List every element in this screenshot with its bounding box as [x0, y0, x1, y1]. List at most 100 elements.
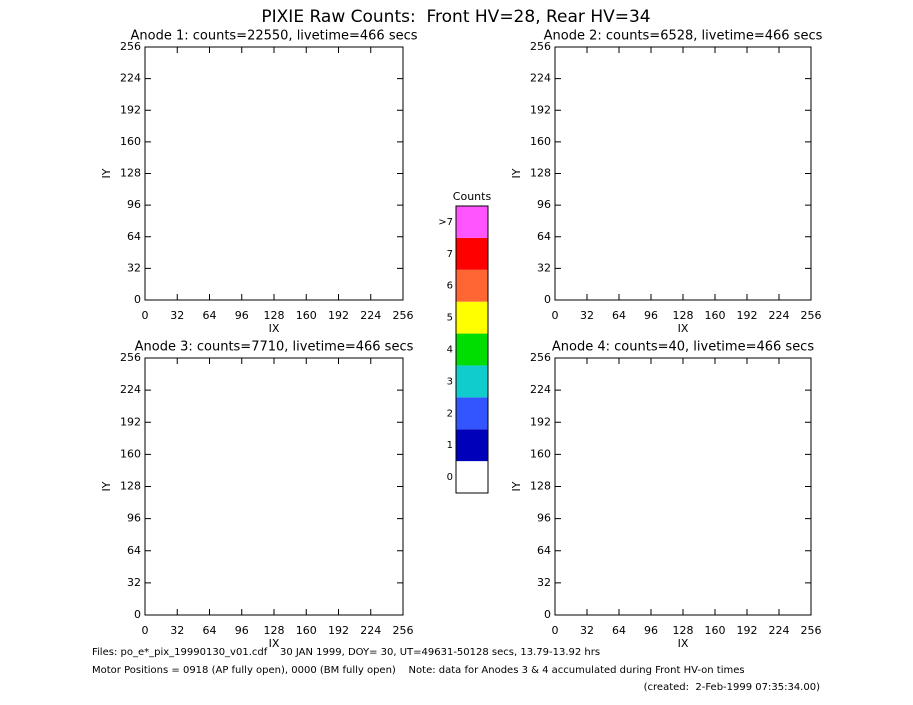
y-tick-label: 32 [127, 261, 141, 274]
panel-title: Anode 4: counts=40, livetime=466 secs [552, 340, 814, 355]
y-tick-label: 128 [120, 167, 141, 180]
colorbar-title: Counts [453, 190, 492, 203]
y-tick-label: 0 [134, 293, 141, 306]
y-tick-label: 256 [530, 351, 551, 364]
x-tick-label: 64 [203, 309, 217, 322]
colorbar-swatch [456, 269, 488, 302]
y-tick-label: 64 [537, 544, 551, 557]
x-tick-label: 192 [328, 624, 349, 637]
plot-frame [144, 46, 404, 301]
x-tick-label: 32 [170, 624, 184, 637]
x-tick-label: 96 [235, 624, 249, 637]
x-tick-label: 224 [360, 309, 381, 322]
x-tick-label: 224 [360, 624, 381, 637]
x-tick-label: 32 [580, 309, 594, 322]
colorbar-label: >7 [438, 217, 453, 228]
x-tick-label: 128 [264, 624, 285, 637]
colorbar-label: 1 [447, 440, 453, 451]
y-tick-label: 160 [530, 447, 551, 460]
colorbar-frame [455, 205, 489, 494]
x-tick-label: 160 [296, 309, 317, 322]
x-axis-label: IX [269, 637, 280, 650]
x-tick-label: 224 [769, 624, 790, 637]
x-tick-label: 32 [580, 624, 594, 637]
y-tick-label: 96 [537, 512, 551, 525]
colorbar-swatch [456, 461, 488, 493]
plot-frame [554, 357, 812, 616]
x-tick-label: 64 [203, 624, 217, 637]
x-axis-label: IX [678, 637, 689, 650]
x-tick-label: 0 [142, 624, 149, 637]
y-tick-label: 64 [127, 230, 141, 243]
x-tick-label: 0 [142, 309, 149, 322]
y-tick-label: 128 [530, 167, 551, 180]
colorbar-swatch [456, 301, 488, 334]
colorbar-label: 0 [447, 472, 453, 483]
x-tick-label: 128 [673, 624, 694, 637]
panel-title: Anode 3: counts=7710, livetime=466 secs [135, 340, 414, 355]
y-tick-label: 32 [127, 576, 141, 589]
x-tick-label: 96 [644, 624, 658, 637]
y-tick-label: 224 [120, 72, 141, 85]
y-tick-label: 128 [120, 480, 141, 493]
y-tick-label: 96 [127, 512, 141, 525]
colorbar-label: 3 [447, 376, 453, 387]
y-tick-label: 0 [544, 293, 551, 306]
colorbar-swatch [456, 365, 488, 398]
x-tick-label: 160 [705, 309, 726, 322]
x-tick-label: 160 [705, 624, 726, 637]
x-axis-label: IX [678, 322, 689, 335]
page-title: PIXIE Raw Counts: Front HV=28, Rear HV=3… [261, 7, 650, 27]
x-tick-label: 128 [673, 309, 694, 322]
panel-title: Anode 1: counts=22550, livetime=466 secs [130, 29, 417, 44]
y-tick-label: 192 [530, 103, 551, 116]
y-tick-label: 160 [120, 447, 141, 460]
y-tick-label: 192 [120, 415, 141, 428]
x-tick-label: 256 [393, 624, 414, 637]
plot-frame [554, 46, 812, 301]
x-tick-label: 0 [552, 309, 559, 322]
y-tick-label: 256 [120, 351, 141, 364]
footer-created: (created: 2-Feb-1999 07:35:34.00) [644, 682, 820, 693]
footer-motor: Motor Positions = 0918 (AP fully open), … [92, 665, 745, 676]
y-tick-label: 32 [537, 261, 551, 274]
y-axis-label: IY [510, 481, 523, 491]
y-tick-label: 192 [120, 103, 141, 116]
x-axis-label: IX [269, 322, 280, 335]
y-tick-label: 160 [530, 135, 551, 148]
y-axis-label: IY [100, 168, 113, 178]
colorbar-swatch [456, 397, 488, 430]
x-tick-label: 192 [328, 309, 349, 322]
y-tick-label: 224 [530, 383, 551, 396]
y-tick-label: 224 [530, 72, 551, 85]
y-tick-label: 96 [537, 198, 551, 211]
colorbar-swatch [456, 333, 488, 366]
plot-frame [144, 357, 404, 616]
x-tick-label: 128 [264, 309, 285, 322]
colorbar-label: 5 [447, 313, 453, 324]
x-tick-label: 64 [612, 624, 626, 637]
x-tick-label: 256 [393, 309, 414, 322]
y-tick-label: 224 [120, 383, 141, 396]
x-tick-label: 0 [552, 624, 559, 637]
y-tick-label: 256 [120, 40, 141, 53]
x-tick-label: 256 [801, 309, 822, 322]
colorbar-swatch [456, 237, 488, 270]
colorbar-swatch [456, 429, 488, 462]
x-tick-label: 96 [644, 309, 658, 322]
y-tick-label: 192 [530, 415, 551, 428]
panel-title: Anode 2: counts=6528, livetime=466 secs [544, 29, 823, 44]
y-tick-label: 0 [134, 608, 141, 621]
x-tick-label: 192 [737, 309, 758, 322]
y-tick-label: 0 [544, 608, 551, 621]
x-tick-label: 256 [801, 624, 822, 637]
x-tick-label: 192 [737, 624, 758, 637]
y-tick-label: 96 [127, 198, 141, 211]
y-tick-label: 64 [537, 230, 551, 243]
x-tick-label: 64 [612, 309, 626, 322]
x-tick-label: 32 [170, 309, 184, 322]
y-tick-label: 128 [530, 480, 551, 493]
y-tick-label: 256 [530, 40, 551, 53]
colorbar-swatch [456, 206, 488, 238]
